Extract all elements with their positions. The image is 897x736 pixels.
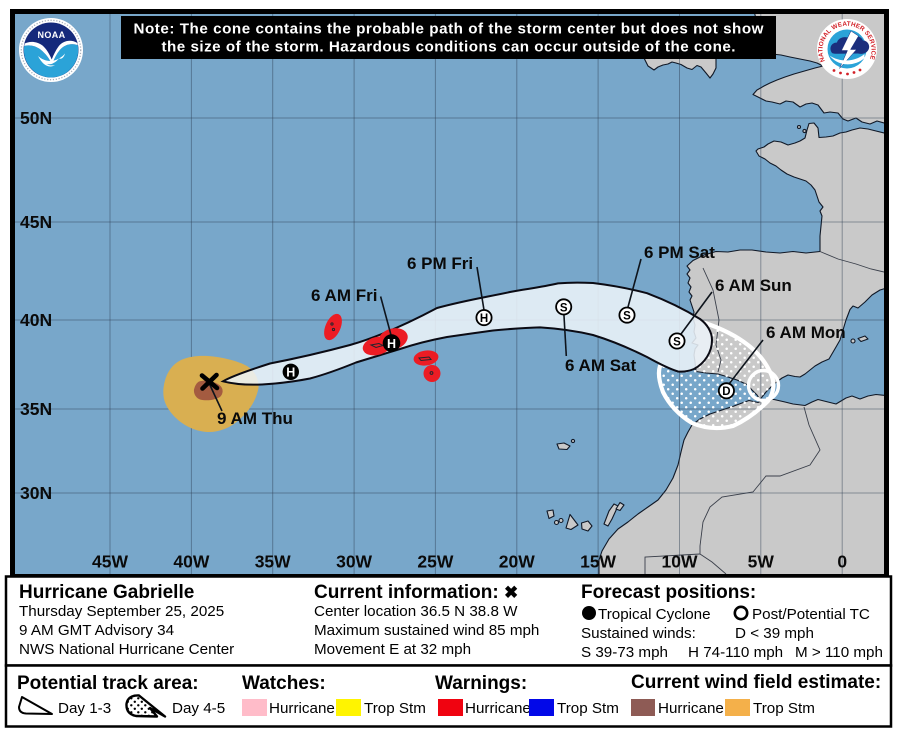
svg-text:Trop Stm: Trop Stm: [753, 700, 815, 717]
svg-text:Hurricane: Hurricane: [465, 700, 531, 717]
svg-text:Thursday September 25, 2025: Thursday September 25, 2025: [19, 603, 224, 620]
svg-text:6 PM Fri: 6 PM Fri: [407, 254, 473, 273]
svg-text:the size of the storm. Hazardo: the size of the storm. Hazardous conditi…: [162, 39, 736, 56]
svg-text:50N: 50N: [20, 108, 52, 128]
svg-text:Post/Potential TC: Post/Potential TC: [752, 606, 870, 623]
svg-text:0: 0: [837, 552, 847, 572]
svg-text:Current wind field estimate:: Current wind field estimate:: [631, 672, 881, 693]
svg-text:Center location 36.5 N 38.8 W: Center location 36.5 N 38.8 W: [314, 603, 518, 620]
svg-text:NOAA: NOAA: [37, 30, 65, 40]
svg-text:45N: 45N: [20, 212, 52, 232]
svg-text:6 AM Sat: 6 AM Sat: [565, 356, 637, 375]
svg-text:Hurricane Gabrielle: Hurricane Gabrielle: [19, 582, 194, 603]
svg-text:6 AM Sun: 6 AM Sun: [715, 276, 792, 295]
svg-text:Forecast positions:: Forecast positions:: [581, 582, 756, 603]
svg-text:10W: 10W: [662, 552, 698, 572]
svg-text:Day 4-5: Day 4-5: [172, 700, 225, 717]
svg-text:Trop Stm: Trop Stm: [364, 700, 426, 717]
svg-text:5W: 5W: [748, 552, 775, 572]
svg-text:Hurricane: Hurricane: [269, 700, 335, 717]
svg-text:Watches:: Watches:: [242, 673, 326, 694]
svg-text:Potential track area:: Potential track area:: [17, 673, 199, 694]
svg-text:S: S: [623, 311, 631, 323]
svg-text:NWS National Hurricane Center: NWS National Hurricane Center: [19, 641, 234, 658]
svg-text:20W: 20W: [499, 552, 535, 572]
svg-text:Movement E at 32 mph: Movement E at 32 mph: [314, 641, 471, 658]
svg-text:H: H: [480, 313, 488, 325]
svg-text:30W: 30W: [336, 552, 372, 572]
svg-text:H: H: [286, 365, 295, 379]
svg-text:9 AM Thu: 9 AM Thu: [217, 409, 293, 428]
svg-text:Tropical Cyclone: Tropical Cyclone: [598, 606, 711, 623]
svg-text:S: S: [673, 336, 681, 348]
svg-text:D < 39 mph: D < 39 mph: [735, 625, 814, 642]
svg-text:6 AM Fri: 6 AM Fri: [311, 286, 377, 305]
svg-text:6 AM Mon: 6 AM Mon: [766, 323, 846, 342]
svg-text:Sustained winds:: Sustained winds:: [581, 625, 696, 642]
svg-text:Current information: ✖: Current information: ✖: [314, 582, 518, 603]
svg-text:Note: The cone contains the pr: Note: The cone contains the probable pat…: [134, 21, 764, 38]
svg-text:Day 1-3: Day 1-3: [58, 700, 111, 717]
svg-text:6 PM Sat: 6 PM Sat: [644, 243, 715, 262]
svg-text:Trop Stm: Trop Stm: [557, 700, 619, 717]
svg-text:9 AM GMT Advisory 34: 9 AM GMT Advisory 34: [19, 622, 174, 639]
svg-text:D: D: [722, 386, 730, 398]
svg-text:15W: 15W: [580, 552, 616, 572]
svg-text:H: H: [387, 337, 396, 351]
svg-text:S: S: [560, 302, 568, 314]
svg-text:Maximum sustained wind 85 mph: Maximum sustained wind 85 mph: [314, 622, 539, 639]
svg-text:40W: 40W: [173, 552, 209, 572]
svg-text:40N: 40N: [20, 310, 52, 330]
svg-text:Hurricane: Hurricane: [658, 700, 724, 717]
svg-text:35N: 35N: [20, 399, 52, 419]
svg-text:30N: 30N: [20, 483, 52, 503]
svg-text:35W: 35W: [255, 552, 291, 572]
svg-text:45W: 45W: [92, 552, 128, 572]
svg-text:25W: 25W: [417, 552, 453, 572]
svg-text:Warnings:: Warnings:: [435, 673, 527, 694]
